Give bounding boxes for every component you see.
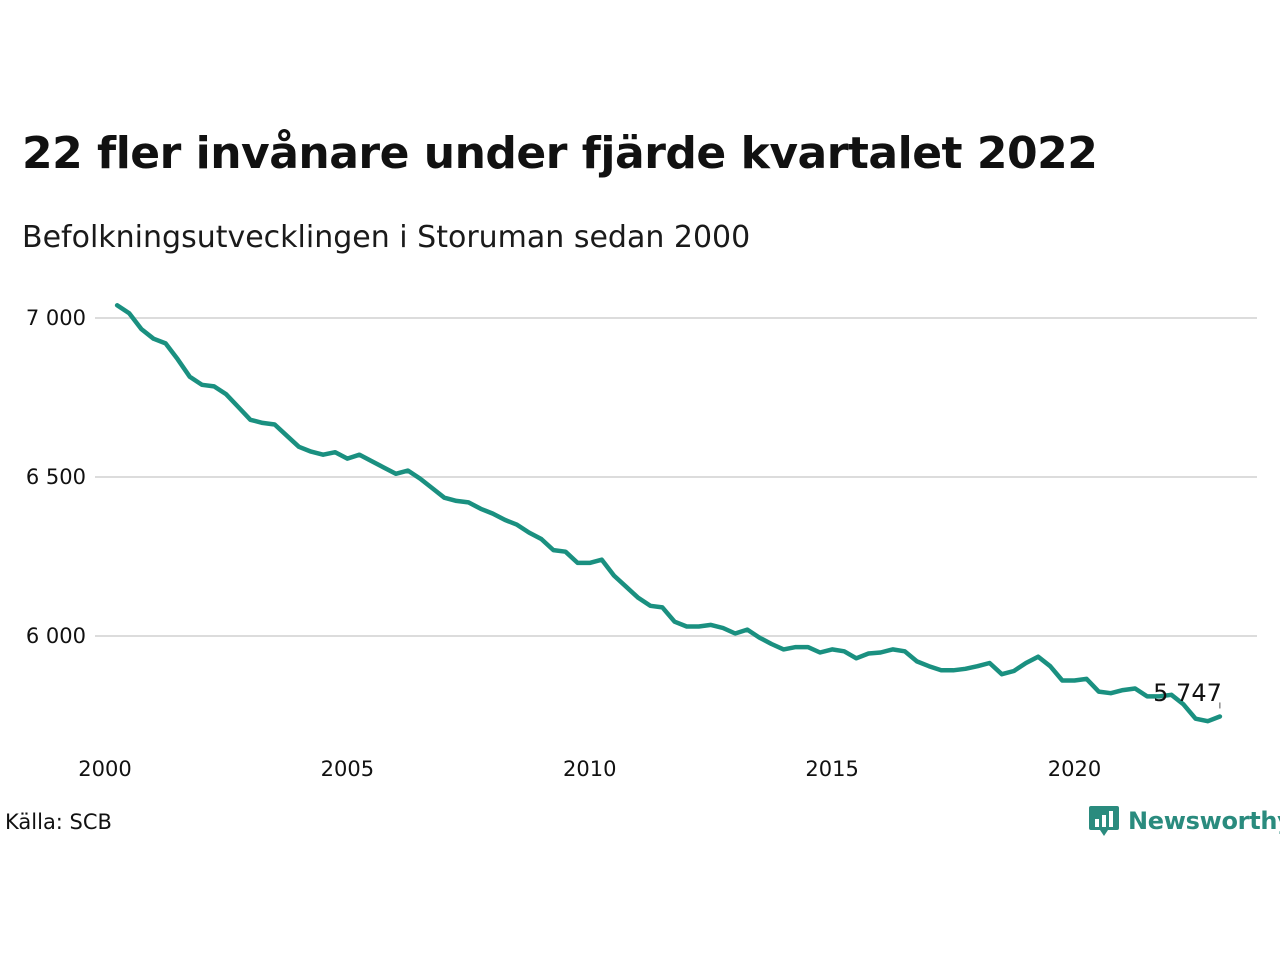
y-tick-label: 6 000 xyxy=(26,624,86,648)
source-note: Källa: SCB xyxy=(5,810,112,834)
x-tick-label: 2015 xyxy=(805,757,858,781)
chart-title: 22 fler invånare under fjärde kvartalet … xyxy=(22,128,1098,179)
x-tick-label: 2005 xyxy=(321,757,374,781)
chart-subtitle: Befolkningsutvecklingen i Storuman sedan… xyxy=(22,220,751,255)
x-tick-label: 2020 xyxy=(1048,757,1101,781)
series-group xyxy=(114,303,1223,724)
gridlines xyxy=(95,317,1257,637)
newsworthy-brand-name: Newsworthy xyxy=(1128,807,1280,835)
end-value-label: 5 747 xyxy=(1153,679,1222,707)
x-tick-label: 2010 xyxy=(563,757,616,781)
y-axis-ticks: 6 000 6 500 7 000 xyxy=(26,306,86,648)
y-tick-label: 7 000 xyxy=(26,306,86,330)
x-axis-ticks: 2000 2005 2010 2015 2020 xyxy=(78,757,1101,781)
newsworthy-logo-icon xyxy=(1089,806,1119,836)
y-tick-label: 6 500 xyxy=(26,465,86,489)
series-line-0 xyxy=(114,303,1223,724)
newsworthy-logo: Newsworthy xyxy=(1088,804,1280,838)
x-tick-label: 2000 xyxy=(78,757,131,781)
annotations: 5 747 xyxy=(1153,679,1222,709)
